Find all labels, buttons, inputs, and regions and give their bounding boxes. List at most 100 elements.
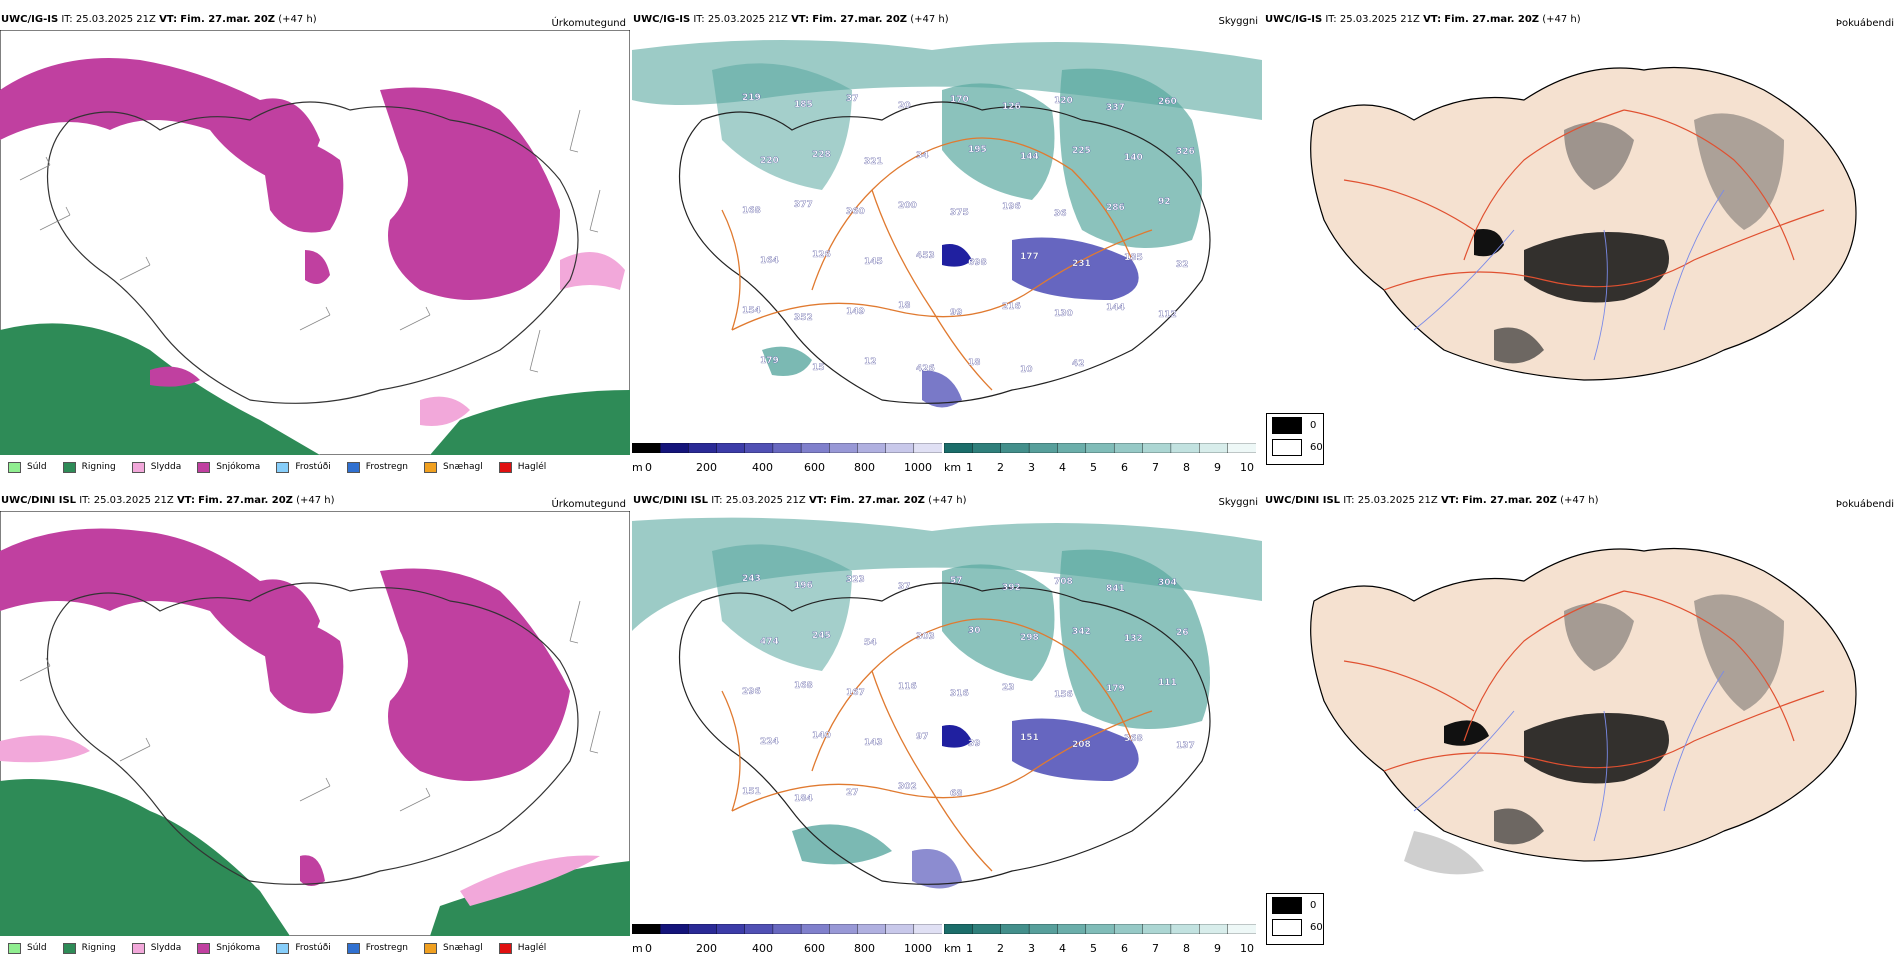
panel-title: Úrkomutegund	[551, 18, 626, 29]
colorbar-swatch	[744, 924, 774, 934]
visibility-value-label: 426	[916, 364, 935, 374]
visibility-value-label: 352	[794, 313, 813, 323]
colorbar-swatch	[1057, 924, 1087, 934]
key-row: 0	[1267, 414, 1323, 436]
visibility-value-label: 57	[950, 576, 963, 586]
panel-title: Skyggni	[1218, 497, 1258, 508]
visibility-value-label: 18	[968, 358, 981, 368]
height-tick: 800	[854, 461, 875, 474]
key-row: 0	[1267, 894, 1323, 916]
vis-tick: 10	[1240, 461, 1254, 474]
visibility-value-label: 144	[1106, 303, 1125, 313]
height-unit: m	[632, 942, 643, 955]
vis-tick: 5	[1090, 942, 1097, 955]
visibility-value-label: 225	[1072, 146, 1091, 156]
height-colorbar-swatches	[632, 443, 942, 453]
colorbar-swatch	[716, 924, 746, 934]
visibility-value-label: 99	[950, 308, 963, 318]
visibility-value-label: 140	[812, 731, 831, 741]
colorbar-swatch	[1199, 443, 1229, 453]
visibility-value-label: 179	[760, 356, 779, 366]
visibility-value-label: 126	[812, 250, 831, 260]
height-tick: 0	[645, 461, 652, 474]
colorbar-swatch	[885, 924, 915, 934]
vis-tick: 6	[1121, 942, 1128, 955]
visibility-value-label: 42	[1072, 359, 1085, 369]
visibility-value-label: 316	[950, 689, 969, 699]
colorbar-swatch	[1170, 443, 1200, 453]
visibility-panel-row1: UWC/IG-IS IT: 25.03.2025 21Z VT: Fim. 27…	[632, 12, 1262, 479]
vis-tick: 3	[1028, 461, 1035, 474]
colorbar-swatch	[857, 924, 887, 934]
visibility-value-label: 37	[898, 582, 911, 592]
visibility-value-label: 196	[794, 581, 813, 591]
colorbar-swatch	[1199, 924, 1229, 934]
visibility-value-label: 111	[1158, 678, 1177, 688]
legend-item-rigning: Rigning	[62, 461, 116, 473]
visibility-value-label: 132	[1124, 634, 1143, 644]
colorbar-swatch	[1085, 924, 1115, 934]
colorbar-swatch	[944, 443, 974, 453]
visibility-value-label: 26	[1176, 628, 1189, 638]
visibility-value-label: 304	[1158, 578, 1177, 588]
visibility-value-label: 156	[1054, 690, 1073, 700]
visibility-value-label: 377	[794, 200, 813, 210]
legend-item-sudl: Súld	[8, 942, 47, 954]
precip-type-map	[0, 30, 630, 455]
precip-type-map	[0, 511, 630, 936]
panel-header: UWC/DINI ISL IT: 25.03.2025 21Z VT: Fim.…	[633, 495, 967, 506]
height-colorbar-swatches	[632, 924, 942, 934]
swatch-haglel	[498, 942, 512, 954]
visibility-value-label: 39	[968, 739, 981, 749]
visibility-value-label: 302	[898, 782, 917, 792]
visibility-value-label: 120	[1054, 96, 1073, 106]
visibility-value-label: 368	[1124, 734, 1143, 744]
legend-item-haglel: Haglél	[498, 942, 546, 954]
colorbar-swatch	[1142, 924, 1172, 934]
panel-title: Þokuábendi	[1835, 499, 1894, 510]
legend-item-frostregn: Frostregn	[346, 461, 408, 473]
visibility-value-label: 698	[968, 258, 987, 268]
visibility-unit: km	[944, 942, 962, 955]
precip-type-panel-row1: UWC/IG-IS IT: 25.03.2025 21Z VT: Fim. 27…	[0, 12, 630, 479]
panel-header: UWC/IG-IS IT: 25.03.2025 21Z VT: Fim. 27…	[1265, 14, 1581, 25]
visibility-value-label: 208	[1072, 740, 1091, 750]
colorbar-swatch	[1113, 924, 1144, 934]
visibility-value-label: 260	[1158, 97, 1177, 107]
visibility-value-label: 27	[846, 788, 859, 798]
legend-item-frostregn: Frostregn	[346, 942, 408, 954]
panel-header: UWC/DINI ISL IT: 25.03.2025 21Z VT: Fim.…	[1265, 495, 1599, 506]
visibility-value-label: 168	[794, 681, 813, 691]
visibility-value-label: 20	[898, 101, 911, 111]
visibility-colorbar-swatches	[944, 443, 1256, 453]
visibility-value-label: 453	[916, 251, 935, 261]
visibility-value-label: 36	[1054, 209, 1067, 219]
key-swatch-white	[1272, 438, 1302, 456]
height-tick: 600	[804, 461, 825, 474]
swatch-haglel	[498, 461, 512, 473]
vis-tick: 5	[1090, 461, 1097, 474]
visibility-value-label: 97	[916, 732, 929, 742]
colorbar-swatch	[1085, 443, 1115, 453]
colorbar-swatch	[744, 443, 774, 453]
legend-item-haglel: Haglél	[498, 461, 546, 473]
visibility-value-label: 298	[1020, 633, 1039, 643]
visibility-value-label: 170	[950, 95, 969, 105]
height-tick: 400	[752, 942, 773, 955]
visibility-value-label: 342	[1072, 627, 1091, 637]
vis-tick: 9	[1214, 942, 1221, 955]
vis-tick: 8	[1183, 461, 1190, 474]
visibility-value-label: 323	[846, 575, 865, 585]
visibility-colorbar: km 1 2 3 4 5 6 7 8 9 10	[944, 439, 1256, 479]
swatch-frostudi	[276, 942, 290, 954]
visibility-value-label: 224	[760, 737, 779, 747]
height-tick: 800	[854, 942, 875, 955]
colorbar-swatch	[1113, 443, 1144, 453]
legend-item-slydda: Slydda	[131, 942, 181, 954]
visibility-value-label: 220	[760, 156, 779, 166]
visibility-value-label: 34	[916, 151, 929, 161]
colorbar-swatch	[885, 443, 915, 453]
visibility-value-label: 116	[898, 682, 917, 692]
legend-item-snaehagl: Snæhagl	[424, 942, 483, 954]
fog-index-map	[1310, 66, 1857, 381]
